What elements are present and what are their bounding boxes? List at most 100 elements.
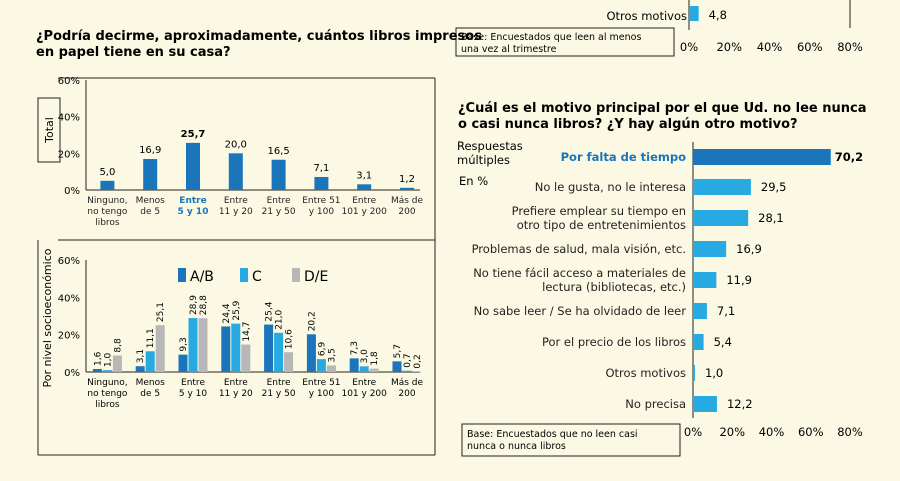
top-right-base-line1: Base: Encuestados que leen al menos <box>461 32 641 43</box>
socio-ytick: 20% <box>58 331 80 342</box>
socio-bar-label: 24,4 <box>222 303 232 323</box>
reasons-title-line2: o casi nunca libros? ¿Y hay algún otro m… <box>458 117 798 132</box>
books-bar-label: 16,5 <box>267 146 289 157</box>
socio-bar-c <box>274 332 284 372</box>
books-bar-label: 20,0 <box>225 139 247 150</box>
reasons-base-box <box>461 423 681 457</box>
books-category-label: Más de <box>391 196 424 206</box>
books-category-label: Entre <box>179 196 206 206</box>
reasons-base-line2: nunca o nunca libros <box>467 441 566 452</box>
books-category-label: no tengo <box>87 207 128 217</box>
books-ytick: 60% <box>58 76 80 87</box>
books-category-label: Entre <box>352 196 376 206</box>
socio-bar-c <box>402 370 412 372</box>
books-bar-label: 7,1 <box>313 163 329 174</box>
socio-category-label: Menos <box>136 378 166 388</box>
socio-bar-label: 3,0 <box>360 349 370 364</box>
socio-bar-label: 28,9 <box>189 295 199 315</box>
total-label-box <box>37 97 61 163</box>
books-category-label: libros <box>95 218 120 228</box>
books-bar <box>400 187 414 190</box>
reasons-unit: En % <box>459 174 488 188</box>
reasons-xtick: 0% <box>684 425 702 439</box>
books-bar-label: 3,1 <box>356 170 372 181</box>
reasons-xtick: 20% <box>719 425 745 439</box>
books-ytick: 40% <box>58 113 80 124</box>
socio-bar-label: 8,8 <box>113 338 123 353</box>
reason-value: 29,5 <box>761 180 787 194</box>
socio-bar-c <box>316 359 326 372</box>
books-ytick: 0% <box>64 186 80 197</box>
socio-bar-ab <box>306 334 316 372</box>
top-right-value: 4,8 <box>709 8 727 22</box>
books-category-label: 200 <box>398 207 415 217</box>
reasons-title-line1: ¿Cuál es el motivo principal por el que … <box>458 101 866 116</box>
socio-ytick: 0% <box>64 368 80 379</box>
legend-de-swatch <box>292 268 300 282</box>
books-category-label: Entre 51 <box>302 196 340 206</box>
reason-bar <box>693 365 695 381</box>
socio-category-label: no tengo <box>87 389 128 399</box>
books-category-label: Menos <box>136 196 166 206</box>
top-right-base-line2: una vez al trimestre <box>461 44 557 55</box>
reason-bar <box>693 210 749 226</box>
legend-c-label: C <box>252 269 262 285</box>
reasons-base-line1: Base: Encuestados que no leen casi <box>467 429 638 440</box>
top-right-base-box <box>455 27 675 57</box>
reason-value: 11,9 <box>726 273 752 287</box>
socio-bar-label: 1,8 <box>370 351 380 366</box>
reason-label: No sabe leer / Se ha olvidado de leer <box>474 304 687 318</box>
legend-ab-label: A/B <box>190 269 214 285</box>
socio-bar-de <box>112 355 122 372</box>
socio-category-label: Ninguno, <box>87 378 127 388</box>
reasons-xtick: 60% <box>798 425 824 439</box>
legend-c-swatch <box>240 268 248 282</box>
total-side-label: Total <box>43 117 56 144</box>
socio-bar-ab <box>392 361 402 372</box>
books-category-label: 11 y 20 <box>219 207 253 217</box>
top-right-xtick: 60% <box>797 40 823 54</box>
socio-category-label: 101 y 200 <box>341 389 387 399</box>
socio-bar-label: 10,6 <box>285 329 295 349</box>
socio-bar-label: 25,4 <box>265 301 275 321</box>
books-category-label: 5 y 10 <box>178 207 209 217</box>
socio-bar-label: 25,1 <box>156 302 166 322</box>
socio-bar-de <box>326 365 336 372</box>
reasons-xtick: 80% <box>837 425 863 439</box>
reason-value: 16,9 <box>736 242 762 256</box>
books-category-label: de 5 <box>140 207 160 217</box>
socio-category-label: Entre <box>267 378 291 388</box>
socio-bar-de <box>284 352 294 372</box>
socio-category-label: 21 y 50 <box>262 389 296 399</box>
socio-ytick: 40% <box>58 293 80 304</box>
top-right-label: Otros motivos <box>607 9 688 23</box>
reason-label: Problemas de salud, mala visión, etc. <box>472 242 686 256</box>
top-right-xtick: 80% <box>837 40 863 54</box>
books-bar-label: 1,2 <box>399 174 415 185</box>
socio-bar-de <box>198 318 208 372</box>
socio-category-label: libros <box>95 400 120 410</box>
socio-bar-de <box>155 325 165 372</box>
reason-label: Prefiere emplear su tiempo en <box>512 204 686 218</box>
reason-label: Por falta de tiempo <box>561 150 686 164</box>
socio-bar-label: 0,2 <box>413 354 423 368</box>
reason-value: 5,4 <box>714 335 732 349</box>
socio-bar-label: 3,1 <box>136 349 146 363</box>
books-bar <box>271 159 286 190</box>
books-category-label: 101 y 200 <box>341 207 387 217</box>
socio-bar-label: 1,6 <box>93 351 103 366</box>
reason-bar <box>693 334 704 350</box>
socio-bar-ab <box>135 366 145 372</box>
socio-bar-label: 28,8 <box>199 295 209 315</box>
socio-category-label: de 5 <box>140 389 160 399</box>
reason-value: 70,2 <box>835 150 863 164</box>
reasons-note-line1: Respuestas <box>457 139 523 153</box>
reason-label: otro tipo de entretenimientos <box>517 218 686 232</box>
socio-bar-label: 6,9 <box>317 342 327 357</box>
reason-label: lectura (bibliotecas, etc.) <box>542 280 686 294</box>
reason-label: No le gusta, no le interesa <box>535 180 686 194</box>
books-ytick: 20% <box>58 149 80 160</box>
socio-bar-label: 11,1 <box>146 328 156 348</box>
